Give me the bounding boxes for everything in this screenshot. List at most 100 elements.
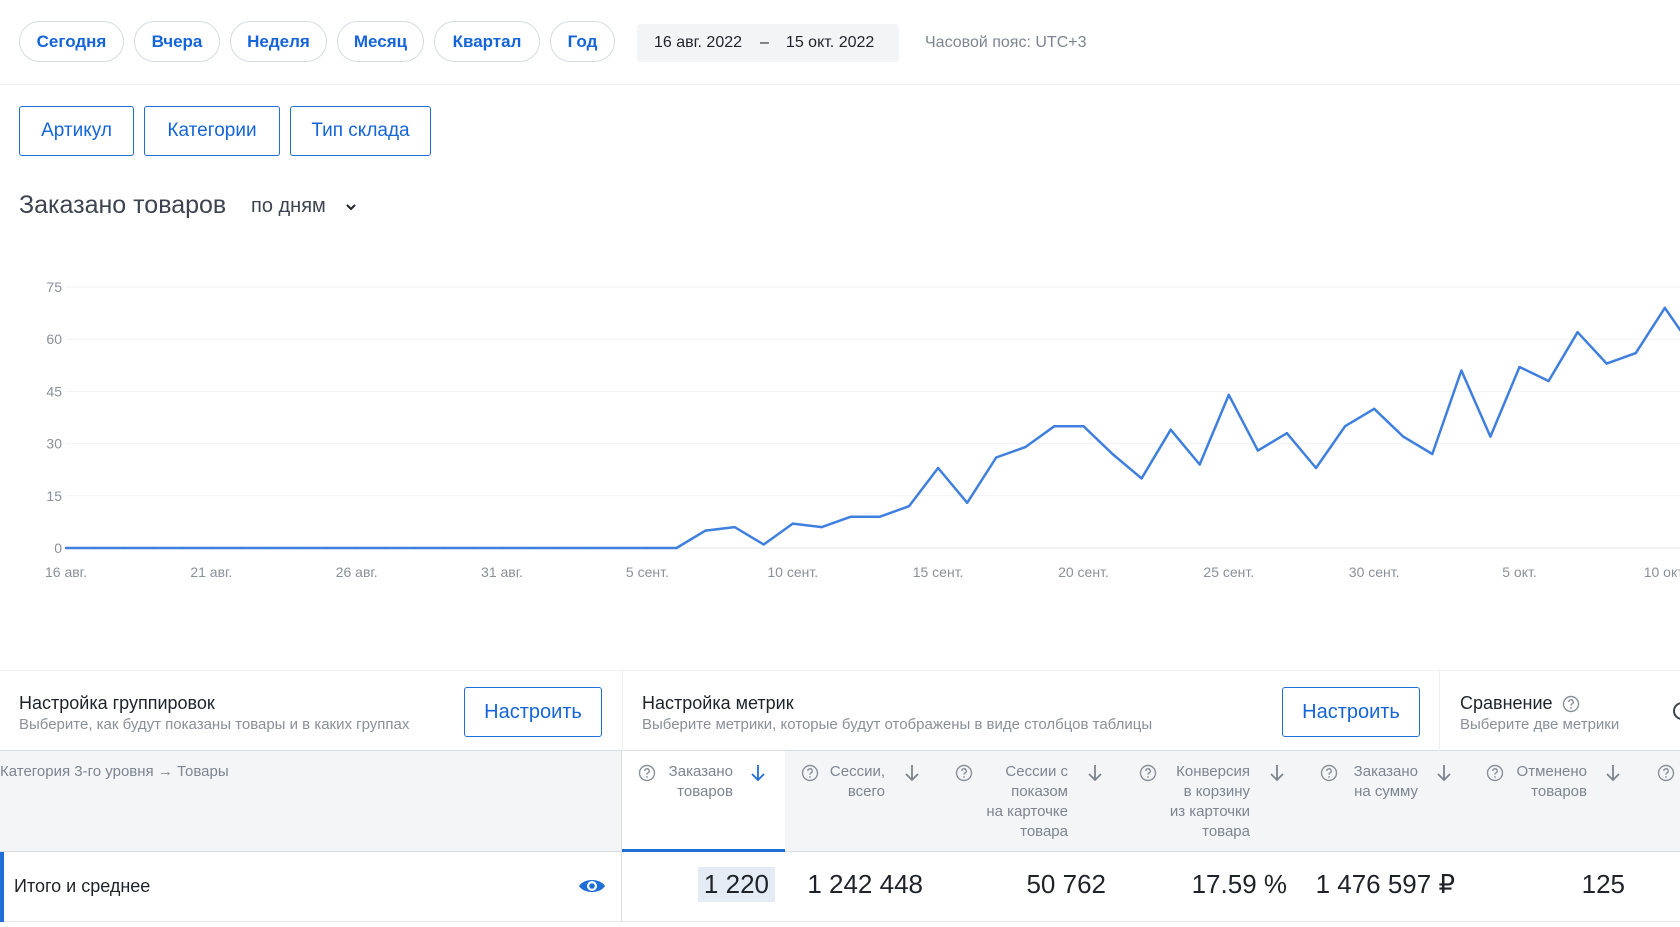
data-point — [1198, 463, 1201, 466]
column-header-orders[interactable]: Заказано товаров — [622, 751, 785, 852]
x-tick-label: 16 авг. — [45, 564, 87, 580]
column-label: Сессии с показом на карточке товара — [986, 763, 1068, 840]
granularity-dropdown[interactable]: по дням — [251, 195, 356, 218]
data-point — [995, 456, 998, 459]
chart-title: Заказано товаров — [19, 191, 227, 219]
metrics-description: Выберите метрики, которые будут отображе… — [642, 716, 1153, 733]
data-point — [442, 546, 446, 550]
comparison-toggle-icon[interactable] — [1672, 701, 1680, 721]
question-circle-icon[interactable] — [638, 764, 656, 782]
period-week-button[interactable]: Неделя — [230, 21, 327, 62]
date-separator: – — [760, 34, 769, 51]
data-point — [1547, 379, 1550, 383]
data-point — [1169, 428, 1172, 431]
x-tick-label: 10 сент. — [767, 564, 818, 580]
data-point — [878, 515, 882, 518]
data-point — [907, 505, 911, 508]
grouping-settings: Настройка группировок Выберите, как буду… — [0, 671, 622, 751]
column-header-sessions-card[interactable]: Сессии с показом на карточке товара — [935, 751, 1117, 852]
date-range-picker[interactable]: 16 авг. 2022 – 15 окт. 2022 — [637, 24, 899, 62]
data-point — [617, 546, 620, 550]
question-circle-icon[interactable] — [955, 764, 973, 782]
column-label: Сессии, всего — [829, 763, 885, 800]
series-line — [66, 306, 1680, 550]
data-point — [1024, 445, 1027, 449]
data-point — [1227, 393, 1231, 397]
arrow-down-icon[interactable] — [1087, 764, 1103, 782]
data-point — [1256, 449, 1260, 452]
period-year-button[interactable]: Год — [550, 21, 615, 62]
total-sessions-value: 1 242 448 — [807, 869, 923, 899]
period-month-button[interactable]: Месяц — [337, 21, 424, 62]
y-tick-label: 45 — [46, 383, 62, 399]
column-header-order-sum[interactable]: Заказано на сумму — [1299, 751, 1466, 852]
column-header-cancelled[interactable]: Отменено товаров — [1466, 751, 1646, 852]
y-tick-label: 15 — [46, 488, 62, 504]
filter-warehouse-type-button[interactable]: Тип склада — [290, 106, 431, 156]
question-circle-icon[interactable] — [1139, 764, 1157, 782]
x-tick-label: 15 сент. — [913, 564, 964, 580]
y-tick-label: 0 — [54, 540, 62, 556]
column-header-cart-conversion[interactable]: Конверсия в корзину из карточки товара — [1117, 751, 1299, 852]
data-point — [239, 546, 242, 550]
period-quarter-button[interactable]: Квартал — [434, 21, 540, 62]
group-column-header: Категория 3-го уровня → Товары — [0, 763, 229, 780]
total-card-sessions-value: 50 762 — [1026, 869, 1106, 899]
grouping-description: Выберите, как будут показаны товары и в … — [19, 716, 410, 733]
y-tick-label: 75 — [46, 279, 62, 295]
arrow-down-icon[interactable] — [750, 764, 766, 782]
eye-icon[interactable] — [578, 876, 606, 896]
column-label: Заказано товаров — [668, 763, 733, 800]
data-point — [820, 525, 824, 529]
data-point — [529, 546, 533, 550]
data-point — [64, 546, 68, 550]
row-accent — [0, 852, 4, 922]
x-tick-label: 25 сент. — [1203, 564, 1254, 580]
data-point — [733, 525, 736, 529]
table-settings-strip: Настройка группировок Выберите, как буду… — [0, 670, 1680, 751]
date-from: 16 авг. 2022 — [654, 34, 743, 51]
table-row-total: Итого и среднее 1 220 1 242 448 50 762 1… — [0, 852, 1680, 922]
question-circle-icon[interactable] — [1486, 764, 1504, 782]
total-conversion-value: 17.59 % — [1191, 869, 1287, 899]
data-point — [268, 546, 271, 550]
data-point — [413, 546, 417, 550]
metrics-configure-button[interactable]: Настроить — [1282, 687, 1420, 737]
data-point — [500, 546, 504, 550]
x-tick-label: 10 окт. — [1644, 564, 1680, 580]
comparison-description: Выберите две метрики — [1460, 716, 1620, 733]
period-yesterday-button[interactable]: Вчера — [134, 21, 220, 62]
column-header-sessions-total[interactable]: Сессии, всего — [785, 751, 935, 852]
total-cancelled-value: 125 — [1581, 869, 1625, 899]
arrow-down-icon[interactable] — [904, 764, 920, 782]
data-point — [1343, 425, 1347, 428]
y-tick-label: 60 — [46, 331, 62, 347]
filter-categories-button[interactable]: Категории — [144, 106, 280, 156]
data-point — [558, 546, 562, 550]
settings-divider — [622, 671, 623, 751]
period-today-button[interactable]: Сегодня — [19, 21, 124, 62]
data-point — [1053, 425, 1056, 428]
arrow-down-icon[interactable] — [1269, 764, 1285, 782]
data-point — [936, 466, 940, 470]
data-point — [646, 546, 649, 550]
data-point — [1518, 365, 1521, 369]
arrow-down-icon[interactable] — [1605, 764, 1621, 782]
orders-line-chart: 0 15 30 45 60 75 16 авг. 21 авг. 26 авг. 31 авг.… — [45, 279, 1680, 580]
x-tick-label: 20 сент. — [1058, 564, 1109, 580]
x-tick-label: 30 сент. — [1349, 564, 1400, 580]
question-circle-icon[interactable] — [801, 764, 819, 782]
column-label: Заказано на сумму — [1353, 763, 1418, 800]
data-point — [704, 529, 707, 532]
date-to: 15 окт. 2022 — [785, 34, 875, 51]
x-tick-label: 26 авг. — [336, 564, 378, 580]
column-divider — [621, 852, 622, 922]
arrow-down-icon[interactable] — [1436, 764, 1452, 782]
question-circle-icon[interactable] — [1657, 764, 1675, 782]
y-tick-label: 30 — [46, 436, 62, 452]
data-point — [791, 522, 794, 525]
question-circle-icon[interactable] — [1562, 695, 1580, 713]
filter-sku-button[interactable]: Артикул — [19, 106, 134, 156]
question-circle-icon[interactable] — [1320, 764, 1338, 782]
grouping-configure-button[interactable]: Настроить — [464, 687, 602, 737]
